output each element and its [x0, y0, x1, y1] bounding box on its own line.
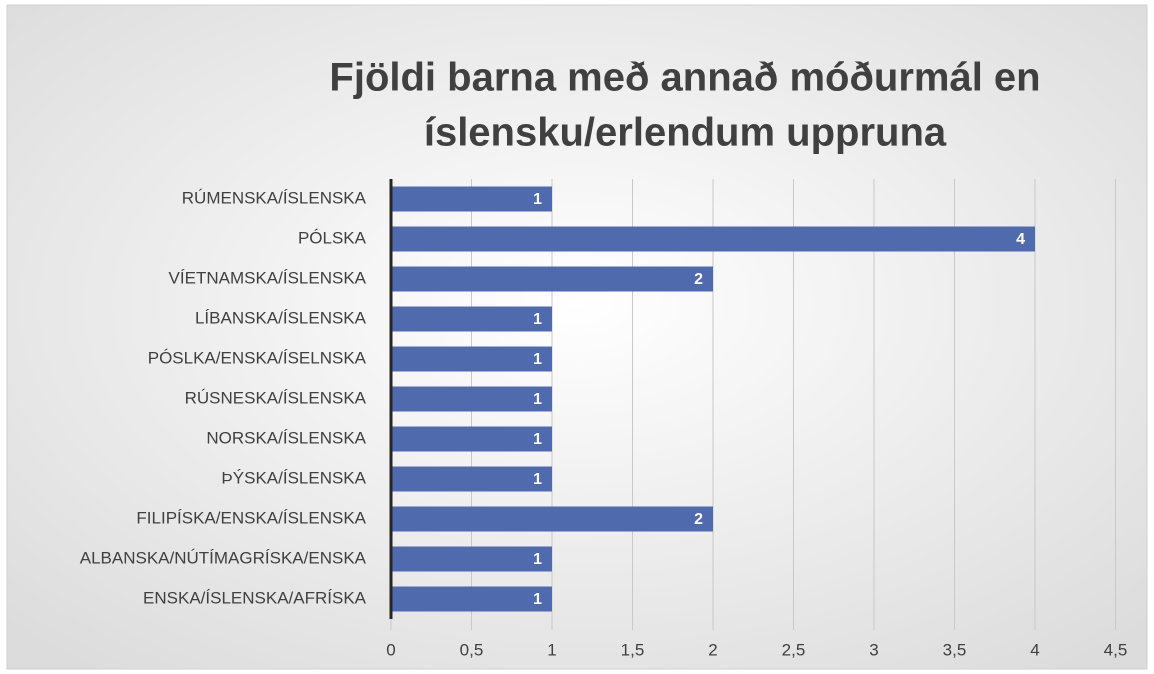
- x-tick-label: 0,5: [460, 640, 484, 659]
- data-label: 2: [694, 511, 703, 528]
- x-tick-label: 1: [547, 640, 556, 659]
- y-tick-label: FILIPÍSKA/ENSKA/ÍSLENSKA: [136, 508, 366, 527]
- bar: [391, 346, 552, 372]
- y-tick-label: ALBANSKA/NÚTÍMAGRÍSKA/ENSKA: [80, 548, 367, 567]
- y-tick-label: PÓSLKA/ENSKA/ÍSELNSKA: [148, 348, 367, 367]
- x-tick-label: 2: [708, 640, 717, 659]
- x-tick-label: 3: [869, 640, 878, 659]
- chart-title: íslensku/erlendum uppruna: [424, 111, 947, 155]
- data-label: 1: [533, 431, 542, 448]
- data-label: 1: [533, 311, 542, 328]
- x-tick-label: 2,5: [782, 640, 806, 659]
- y-tick-label: PÓLSKA: [298, 228, 367, 247]
- data-label: 1: [533, 591, 542, 608]
- data-label: 1: [533, 391, 542, 408]
- bar: [391, 546, 552, 572]
- data-label: 1: [533, 471, 542, 488]
- bar: [391, 226, 1035, 252]
- y-tick-label: RÚMENSKA/ÍSLENSKA: [182, 188, 367, 207]
- data-label: 4: [1016, 231, 1025, 248]
- y-tick-label: NORSKA/ÍSLENSKA: [206, 428, 366, 447]
- y-tick-label: ÞÝSKA/ÍSLENSKA: [221, 468, 366, 487]
- bar: [391, 186, 552, 212]
- chart-title: Fjöldi barna með annað móðurmál en: [329, 56, 1040, 100]
- data-label: 1: [533, 351, 542, 368]
- bar: [391, 266, 713, 292]
- bar: [391, 426, 552, 452]
- data-label: 1: [533, 551, 542, 568]
- x-tick-label: 3,5: [943, 640, 967, 659]
- data-label: 2: [694, 271, 703, 288]
- y-tick-label: RÚSNESKA/ÍSLENSKA: [185, 388, 367, 407]
- bar: [391, 506, 713, 532]
- x-tick-label: 1,5: [621, 640, 645, 659]
- chart-background: [6, 4, 1148, 670]
- bar: [391, 466, 552, 492]
- bar: [391, 386, 552, 412]
- x-tick-label: 0: [386, 640, 395, 659]
- bar: [391, 306, 552, 332]
- y-tick-label: LÍBANSKA/ÍSLENSKA: [195, 308, 367, 327]
- y-tick-label: ENSKA/ÍSLENSKA/AFRÍSKA: [143, 588, 367, 607]
- x-tick-label: 4,5: [1104, 640, 1128, 659]
- y-tick-label: VÍETNAMSKA/ÍSLENSKA: [169, 268, 367, 287]
- x-tick-label: 4: [1030, 640, 1039, 659]
- data-label: 1: [533, 191, 542, 208]
- bar: [391, 586, 552, 612]
